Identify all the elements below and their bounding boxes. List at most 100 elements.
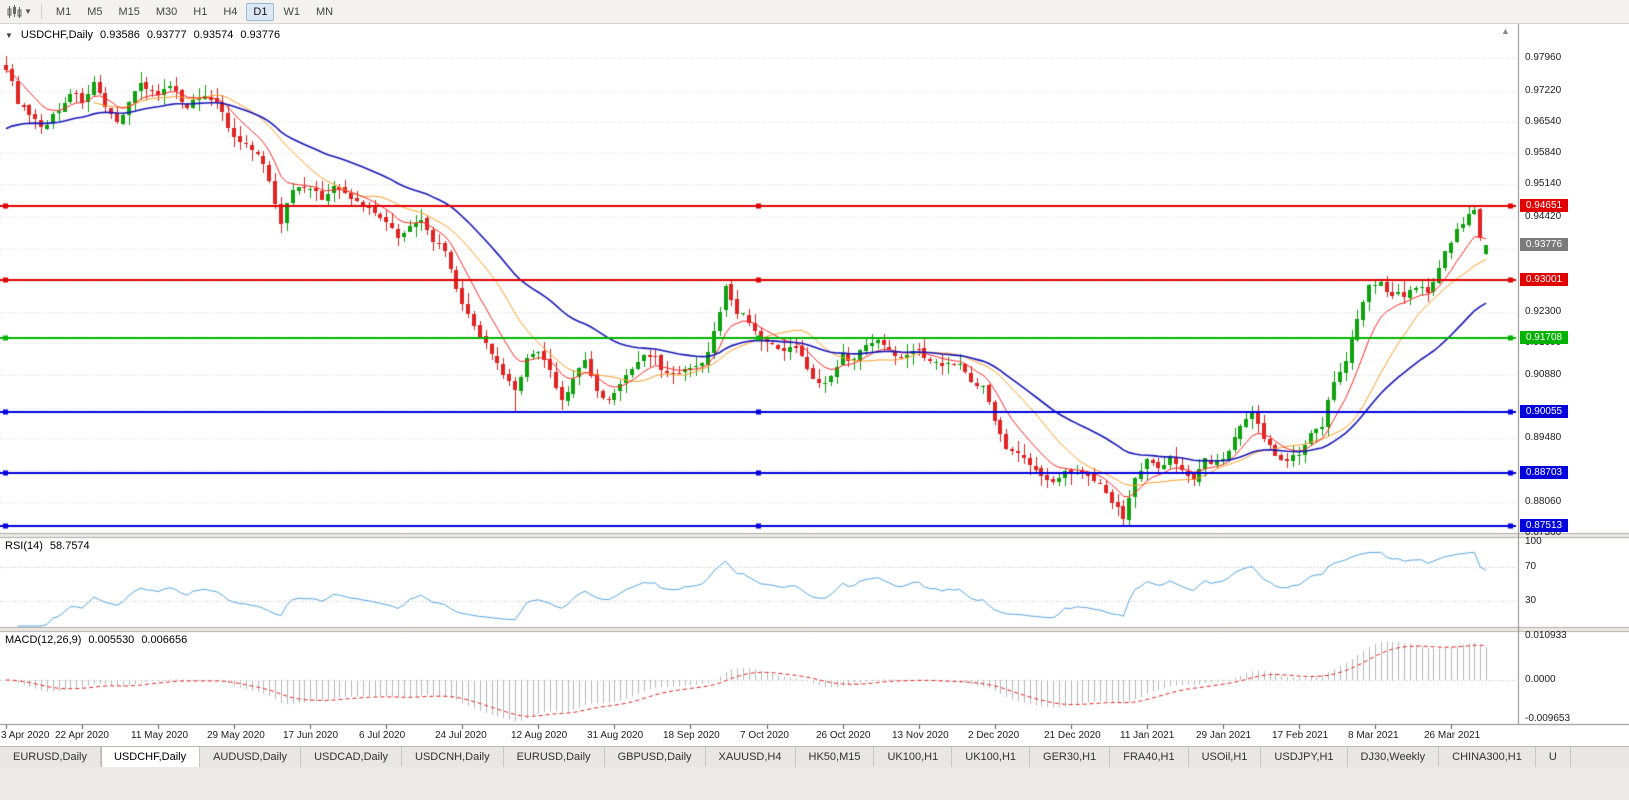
timeframe-button-h4[interactable]: H4 [223, 5, 238, 18]
macd-indicator-header: MACD(12,26,9) 0.005530 0.006656 [5, 634, 187, 646]
bottom-tab-eurusd-daily[interactable]: EURUSD,Daily [0, 747, 101, 767]
chart-window: ▼ USDCHF,Daily 0.93586 0.93777 0.93574 0… [0, 24, 1629, 746]
candlestick-chart-icon [7, 4, 22, 18]
timeframe-button-m15[interactable]: M15 [118, 5, 140, 18]
timeframe-button-m5[interactable]: M5 [87, 5, 103, 18]
date-axis-label: 31 Aug 2020 [587, 730, 644, 741]
price-axis-label: 0.88060 [1525, 496, 1562, 507]
date-axis[interactable]: 3 Apr 2020 22 Apr 2020 11 May 2020 29 May 2… [0, 724, 1629, 746]
price-axis-label: 0.97220 [1525, 85, 1562, 96]
symbol-tab-bar: EURUSD,Daily USDCHF,Daily AUDUSD,Daily USDC… [0, 746, 1629, 767]
price-level-box-0.88703: 0.88703 [1520, 466, 1568, 479]
date-axis-label: 11 Jan 2021 [1120, 730, 1175, 741]
price-level-box-0.93776: 0.93776 [1520, 238, 1568, 251]
date-axis-label: 26 Oct 2020 [816, 730, 871, 741]
price-axis-label: 0.97960 [1525, 52, 1562, 63]
macd-label: MACD(12,26,9) [5, 634, 82, 646]
toolbar-separator [40, 4, 42, 19]
price-axis-label: 0.95140 [1525, 178, 1562, 189]
collapse-chart-icon[interactable]: ▼ [5, 31, 13, 40]
bottom-tab-usdcad-daily[interactable]: USDCAD,Daily [301, 747, 403, 767]
bottom-tab-eurusd-daily[interactable]: EURUSD,Daily [503, 747, 605, 767]
timeframe-button-mn[interactable]: MN [315, 5, 334, 18]
bottom-tab-gbpusd-daily[interactable]: GBPUSD,Daily [604, 747, 706, 767]
date-axis-label: 13 Nov 2020 [892, 730, 949, 741]
rsi-value: 58.7574 [49, 540, 90, 552]
bottom-tab-xauusd-h4[interactable]: XAUUSD,H4 [705, 747, 796, 767]
ohlc-high: 0.93777 [146, 29, 187, 41]
date-axis-label: 29 May 2020 [207, 730, 265, 741]
date-axis-label: 17 Jun 2020 [283, 730, 339, 741]
date-axis-label: 26 Mar 2021 [1424, 730, 1481, 741]
price-axis-label: 0.94420 [1525, 211, 1562, 222]
date-axis-label: 8 Mar 2021 [1348, 730, 1399, 741]
bottom-tab-china300-h1[interactable]: CHINA300,H1 [1439, 747, 1536, 767]
date-axis-label: 7 Oct 2020 [740, 730, 789, 741]
price-axis-label: 0.90880 [1525, 369, 1562, 380]
timeframe-button-d1[interactable]: D1 [246, 2, 275, 21]
bottom-tab-usdcnh-daily[interactable]: USDCNH,Daily [402, 747, 504, 767]
price-level-box-0.94651: 0.94651 [1520, 199, 1568, 212]
price-axis[interactable]: 0.97960 0.97220 0.96540 0.95840 0.95140 0.944… [1519, 24, 1629, 724]
date-axis-label: 6 Jul 2020 [359, 730, 406, 741]
bottom-tab-ger30-h1[interactable]: GER30,H1 [1030, 747, 1111, 767]
price-level-box-0.91708: 0.91708 [1520, 331, 1568, 344]
bottom-tab-usdjpy-h1[interactable]: USDJPY,H1 [1261, 747, 1348, 767]
ohlc-close: 0.93776 [240, 29, 281, 41]
panel-splitter-macd[interactable] [0, 627, 1629, 632]
timeframe-buttons-group: M1 M5 M15 M30 H1 H4 D1 W1 MN [48, 2, 341, 21]
price-level-box-0.93001: 0.93001 [1520, 273, 1568, 286]
timeframe-button-m30[interactable]: M30 [155, 5, 178, 18]
macd-main-value: 0.005530 [88, 634, 135, 646]
date-axis-label: 22 Apr 2020 [55, 730, 109, 741]
rsi-axis-label: 70 [1525, 561, 1537, 572]
bottom-tab-audusd-daily[interactable]: AUDUSD,Daily [200, 747, 302, 767]
rsi-axis-label: 100 [1525, 536, 1542, 547]
date-axis-label: 17 Feb 2021 [1272, 730, 1329, 741]
chart-title: ▼ USDCHF,Daily 0.93586 0.93777 0.93574 0… [5, 29, 280, 41]
date-axis-label: 11 May 2020 [131, 730, 189, 741]
macd-axis-label: -0.009653 [1525, 713, 1571, 724]
date-axis-label: 12 Aug 2020 [511, 730, 568, 741]
chart-type-button[interactable]: ▼ [4, 3, 35, 21]
ohlc-open: 0.93586 [100, 29, 140, 41]
rsi-axis-label: 30 [1525, 595, 1537, 606]
bottom-tab-u[interactable]: U [1535, 747, 1571, 767]
macd-axis-label: 0.0000 [1525, 674, 1556, 685]
timeframe-toolbar: ▼ M1 M5 M15 M30 H1 H4 D1 W1 MN [0, 0, 1629, 24]
status-bar [0, 766, 1629, 800]
date-axis-label: 29 Jan 2021 [1196, 730, 1252, 741]
rsi-label: RSI(14) [5, 540, 43, 552]
bottom-tab-hk50-m15[interactable]: HK50,M15 [795, 747, 875, 767]
macd-signal-value: 0.006656 [141, 634, 188, 646]
timeframe-button-w1[interactable]: W1 [283, 5, 300, 18]
price-axis-label: 0.87360 [1525, 527, 1562, 538]
chart-canvas[interactable] [0, 24, 1629, 746]
price-axis-label: 0.95840 [1525, 147, 1562, 158]
date-axis-label: 2 Dec 2020 [968, 730, 1020, 741]
date-axis-label: 24 Jul 2020 [435, 730, 487, 741]
price-axis-label: 0.96540 [1525, 116, 1562, 127]
bottom-tab-usoil-h1[interactable]: USOil,H1 [1188, 747, 1262, 767]
timeframe-button-m1[interactable]: M1 [55, 5, 72, 18]
chart-shift-marker-icon: ▲ [1501, 26, 1510, 36]
timeframe-button-h1[interactable]: H1 [193, 5, 208, 18]
price-axis-label: 0.89480 [1525, 432, 1562, 443]
price-level-box-0.90055: 0.90055 [1520, 405, 1568, 418]
price-axis-label: 0.92300 [1525, 306, 1562, 317]
bottom-tab-uk100-h1[interactable]: UK100,H1 [952, 747, 1031, 767]
date-axis-label: 18 Sep 2020 [663, 730, 720, 741]
chart-symbol-label: USDCHF,Daily [20, 29, 94, 41]
chart-type-dropdown-icon[interactable]: ▼ [24, 7, 32, 16]
panel-splitter-rsi[interactable] [0, 533, 1629, 538]
bottom-tab-fra40-h1[interactable]: FRA40,H1 [1110, 747, 1189, 767]
bottom-tab-dj30-weekly[interactable]: DJ30,Weekly [1347, 747, 1440, 767]
rsi-indicator-header: RSI(14) 58.7574 [5, 540, 90, 552]
date-axis-label: 21 Dec 2020 [1044, 730, 1101, 741]
bottom-tab-uk100-h1[interactable]: UK100,H1 [874, 747, 953, 767]
price-level-box-0.87513: 0.87513 [1520, 519, 1568, 532]
bottom-tab-usdchf-daily[interactable]: USDCHF,Daily [100, 747, 201, 767]
date-axis-label: 3 Apr 2020 [1, 730, 50, 741]
ohlc-low: 0.93574 [193, 29, 234, 41]
